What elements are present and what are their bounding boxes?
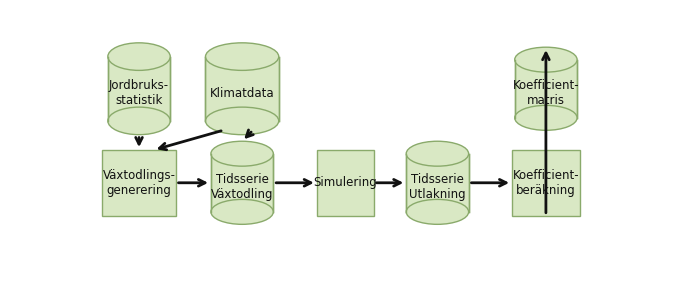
Ellipse shape xyxy=(108,107,170,135)
Text: Växtodlings-
generering: Växtodlings- generering xyxy=(102,169,176,197)
FancyBboxPatch shape xyxy=(102,150,176,216)
Ellipse shape xyxy=(406,199,468,224)
Text: Tidsserie
Växtodling: Tidsserie Växtodling xyxy=(211,173,274,201)
Ellipse shape xyxy=(206,107,279,135)
Ellipse shape xyxy=(406,141,468,166)
Bar xyxy=(211,154,273,212)
Bar xyxy=(514,60,577,118)
FancyBboxPatch shape xyxy=(316,150,374,216)
Text: Klimatdata: Klimatdata xyxy=(210,87,274,100)
Ellipse shape xyxy=(108,43,170,70)
Ellipse shape xyxy=(211,199,273,224)
Ellipse shape xyxy=(514,105,577,130)
Ellipse shape xyxy=(211,141,273,166)
Bar xyxy=(406,154,468,212)
Text: Koefficient-
matris: Koefficient- matris xyxy=(512,79,579,107)
Text: Tidsserie
Utlakning: Tidsserie Utlakning xyxy=(409,173,466,201)
Bar xyxy=(108,57,170,121)
Ellipse shape xyxy=(206,43,279,70)
FancyBboxPatch shape xyxy=(512,150,580,216)
Text: Koefficient-
beräkning: Koefficient- beräkning xyxy=(512,169,579,197)
Text: Simulering: Simulering xyxy=(314,176,377,189)
Bar xyxy=(206,57,279,121)
Text: Jordbruks-
statistik: Jordbruks- statistik xyxy=(109,79,169,107)
Ellipse shape xyxy=(514,47,577,72)
